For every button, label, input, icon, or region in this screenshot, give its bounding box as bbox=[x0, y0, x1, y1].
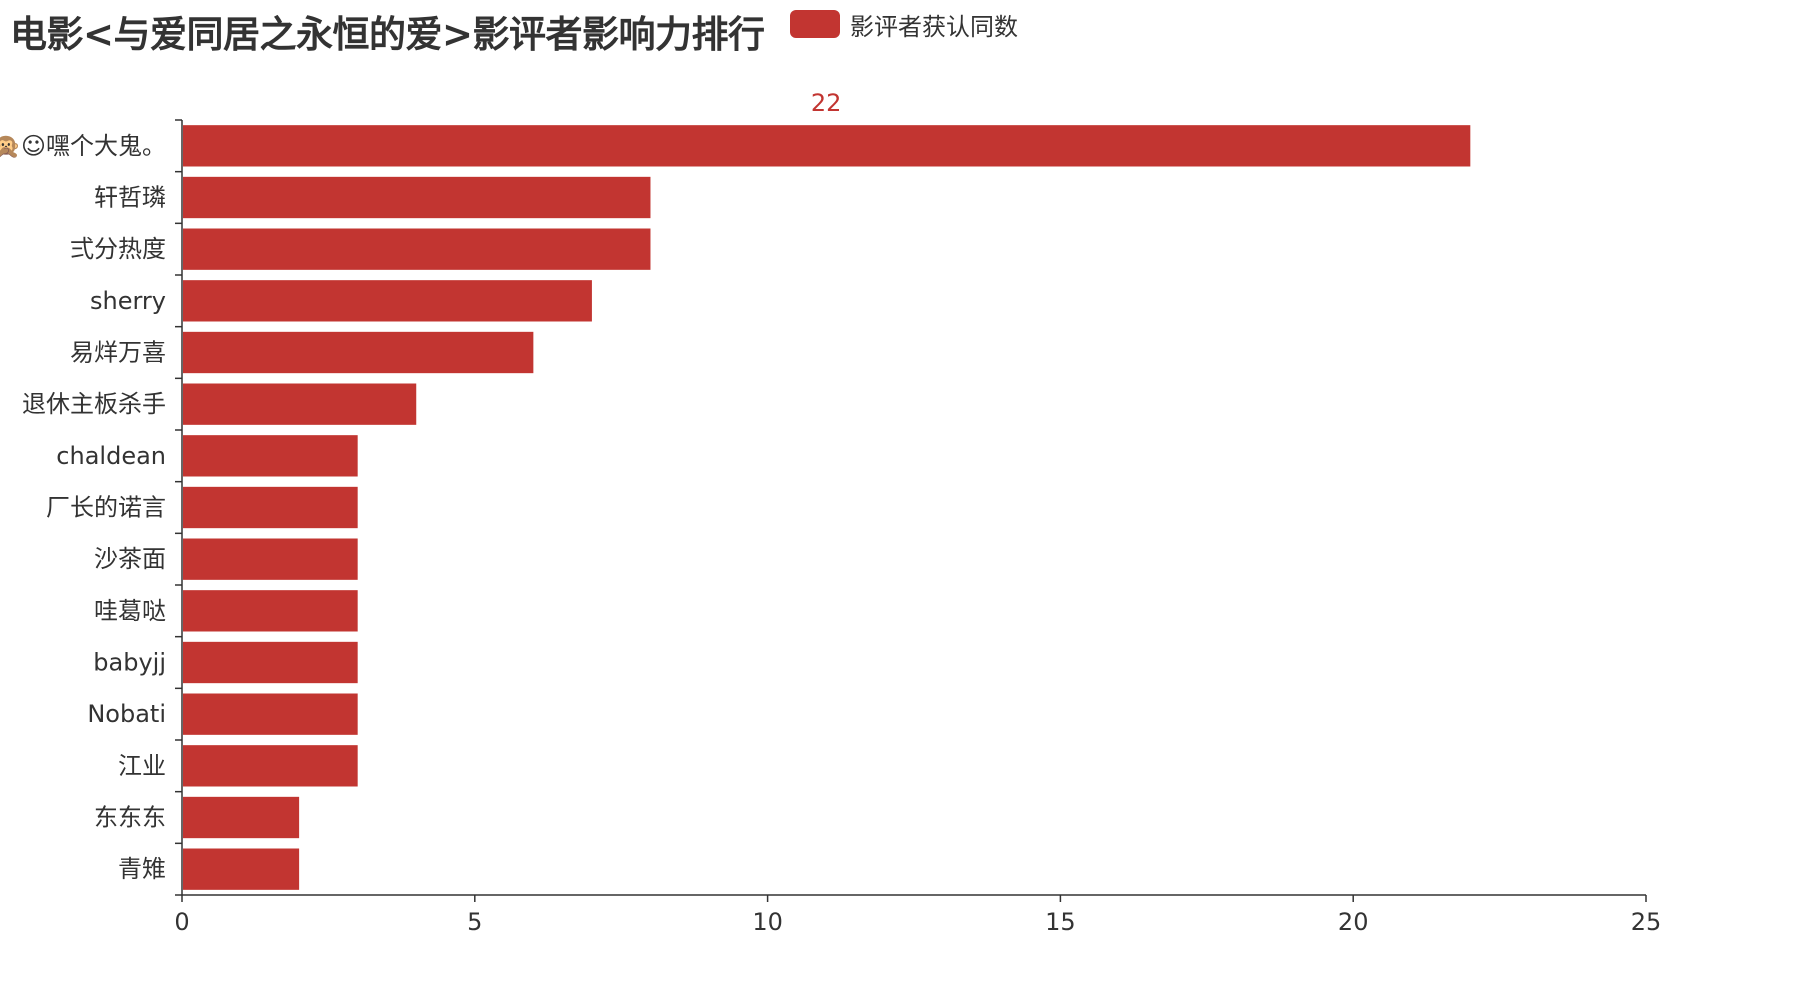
bar[interactable] bbox=[183, 848, 300, 890]
category-label: 厂长的诺言 bbox=[46, 494, 166, 522]
bar[interactable] bbox=[183, 176, 651, 219]
bar[interactable] bbox=[183, 796, 300, 839]
x-tick-label: 10 bbox=[752, 908, 783, 936]
bar[interactable] bbox=[183, 641, 358, 684]
bar[interactable] bbox=[183, 693, 358, 735]
bar[interactable] bbox=[183, 745, 358, 787]
category-label: 轩哲璘 bbox=[94, 184, 166, 212]
x-tick-label: 0 bbox=[174, 908, 189, 936]
x-tick-label: 5 bbox=[467, 908, 482, 936]
bar[interactable] bbox=[183, 331, 534, 374]
x-tick-label: 15 bbox=[1045, 908, 1076, 936]
x-tick-label: 25 bbox=[1631, 908, 1662, 936]
category-label: chaldean bbox=[56, 442, 166, 470]
category-label: 沙茶面 bbox=[94, 545, 166, 573]
data-label: 22 bbox=[811, 89, 842, 117]
x-tick-label: 20 bbox=[1338, 908, 1369, 936]
category-label: 东东东 bbox=[94, 804, 166, 832]
bar[interactable] bbox=[183, 280, 592, 322]
bar[interactable] bbox=[183, 435, 358, 477]
category-label: 弍分热度 bbox=[70, 235, 166, 263]
bar[interactable] bbox=[183, 125, 1471, 167]
category-label: 退休主板杀手 bbox=[22, 390, 166, 418]
bar[interactable] bbox=[183, 486, 358, 529]
legend-swatch[interactable] bbox=[790, 10, 840, 38]
category-label: 青雉 bbox=[118, 855, 166, 883]
bar[interactable] bbox=[183, 590, 358, 632]
bar[interactable] bbox=[183, 538, 358, 580]
legend-label[interactable]: 影评者获认同数 bbox=[850, 12, 1018, 41]
category-label: sherry bbox=[90, 287, 166, 315]
legend[interactable]: 影评者获认同数 bbox=[790, 8, 1018, 41]
bar[interactable] bbox=[183, 383, 417, 425]
bar[interactable] bbox=[183, 228, 651, 270]
category-label: 哇葛哒 bbox=[94, 597, 166, 625]
chart-title: 电影<与爱同居之永恒的爱>影评者影响力排行 bbox=[10, 13, 765, 56]
category-label: 易烊万喜 bbox=[70, 339, 166, 367]
category-label: 🙊☺嘿个大鬼。 bbox=[0, 132, 166, 160]
category-label: Nobati bbox=[87, 700, 166, 728]
category-label: babyjj bbox=[93, 649, 166, 677]
category-label: 江业 bbox=[118, 752, 166, 780]
